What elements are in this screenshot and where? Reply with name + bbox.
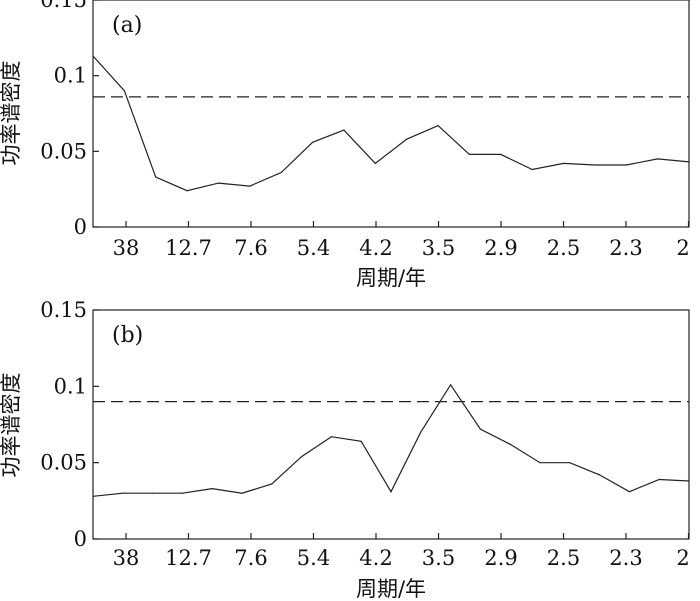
data-point [249, 185, 251, 187]
data-point [531, 168, 533, 171]
data-point [509, 443, 511, 445]
data-point [122, 492, 124, 494]
y-tick-label: 0 [74, 215, 87, 239]
data-point [594, 164, 596, 166]
data-point [360, 440, 362, 442]
data-point [217, 182, 220, 184]
x-tick-label: 12.7 [165, 546, 212, 570]
x-tick-label: 5.4 [297, 236, 330, 260]
plot-frame-b [92, 309, 690, 540]
data-point [301, 455, 303, 458]
x-tick-label: 38 [113, 546, 140, 570]
data-point [569, 462, 571, 464]
data-point [406, 138, 408, 140]
data-point [479, 428, 481, 430]
data-point [688, 161, 690, 163]
data-point [92, 55, 94, 57]
data-point [211, 488, 213, 490]
data-point [241, 492, 243, 494]
x-tick-label: 3.5 [422, 546, 455, 570]
data-point [155, 176, 157, 178]
xlabel-b: 周期/年 [356, 577, 426, 601]
data-point [562, 162, 565, 165]
y-tick-label: 0.1 [54, 374, 87, 398]
data-point [311, 141, 314, 143]
x-tick-label: 4.2 [359, 236, 392, 260]
data-point [539, 462, 541, 464]
x-tick-label: 2.3 [609, 546, 642, 570]
data-point [688, 480, 690, 482]
data-point [92, 495, 94, 497]
data-point [450, 384, 452, 386]
x-tick-label: 3.5 [422, 236, 455, 260]
data-point [186, 190, 188, 192]
data-point [343, 129, 345, 131]
data-points-b [92, 384, 690, 497]
data-point [657, 158, 659, 160]
data-point [123, 90, 125, 92]
y-tick-label: 0.1 [54, 64, 87, 88]
data-point [437, 125, 439, 127]
data-point [468, 153, 471, 155]
data-point [625, 164, 627, 166]
y-tick-label: 0.15 [40, 0, 87, 12]
y-tick-label: 0 [74, 527, 87, 551]
panel-label-b: (b) [112, 323, 143, 348]
x-tick-label: 38 [113, 236, 140, 260]
x-tick-label: 2.9 [484, 236, 517, 260]
ylabel-b: 功率谱密度 [0, 373, 23, 478]
plot-frame-a [92, 0, 690, 228]
x-tick-label: 12.7 [165, 236, 212, 260]
y-tick-label: 0.05 [40, 139, 87, 163]
y-tick-label: 0.05 [40, 451, 87, 475]
x-tick-label: 2.5 [547, 546, 580, 570]
data-point [628, 491, 631, 493]
panel-b: (b) 功率谱密度 周期/年 0 0.05 0.1 0.15 38 12.7 7.6 5.4… [0, 298, 690, 601]
data-point [152, 492, 154, 494]
x-tick-label: 2.3 [609, 236, 642, 260]
data-point [271, 483, 273, 485]
y-tick-label: 0.15 [40, 298, 87, 322]
data-point [599, 474, 601, 476]
xlabel-a: 周期/年 [356, 266, 426, 290]
ylabel-a: 功率谱密度 [0, 61, 23, 166]
data-points-a [92, 55, 690, 192]
data-point [420, 431, 422, 433]
data-point [330, 436, 332, 438]
data-point [280, 171, 282, 174]
x-tick-label: 2 [676, 546, 689, 570]
x-tick-label: 4.2 [359, 546, 392, 570]
data-point [658, 478, 660, 481]
panel-label-a: (a) [112, 13, 142, 38]
x-tick-label: 2.5 [547, 236, 580, 260]
data-point [374, 162, 376, 165]
x-tick-label: 7.6 [234, 236, 267, 260]
x-tick-label: 5.4 [297, 546, 330, 570]
series-line-a [92, 55, 690, 192]
data-point [500, 153, 502, 155]
data-point [181, 492, 183, 494]
x-tick-label: 2.9 [484, 546, 517, 570]
panel-a: (a) 功率谱密度 周期/年 0 0.05 0.1 0.15 38 12.7 7.6 5.4… [0, 0, 690, 290]
x-tick-label: 2 [676, 236, 689, 260]
x-tick-label: 7.6 [234, 546, 267, 570]
data-point [390, 491, 392, 493]
